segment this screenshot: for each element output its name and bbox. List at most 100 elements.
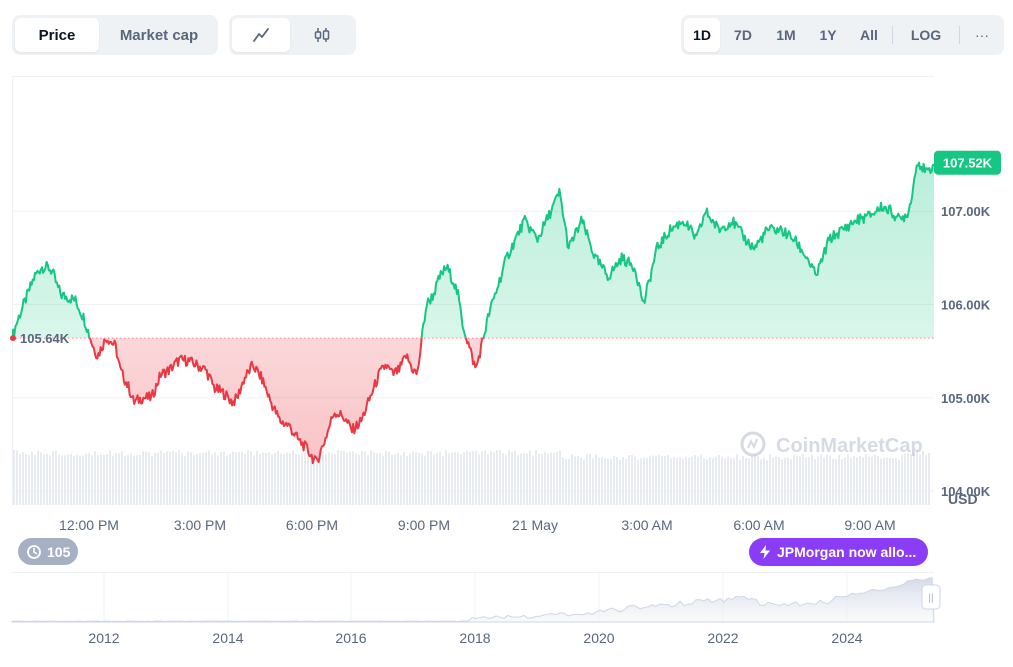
volume-bar bbox=[649, 456, 651, 505]
volume-bar bbox=[295, 454, 297, 505]
volume-bar bbox=[691, 456, 693, 505]
toolbar-divider bbox=[892, 26, 893, 44]
volume-bar bbox=[415, 452, 417, 505]
more-options-button[interactable]: ··· bbox=[975, 27, 989, 43]
volume-bar bbox=[769, 454, 771, 505]
volume-bar bbox=[775, 456, 777, 505]
volume-bar bbox=[853, 456, 855, 505]
range-7d-button[interactable]: 7D bbox=[734, 27, 752, 43]
volume-bar bbox=[499, 450, 501, 505]
volume-bar bbox=[496, 450, 498, 505]
metric-toggle: Price Market cap bbox=[12, 15, 218, 55]
volume-bar bbox=[622, 457, 624, 505]
volume-bar bbox=[811, 454, 813, 505]
volume-bar bbox=[280, 453, 282, 505]
volume-bar bbox=[73, 455, 75, 505]
range-navigator[interactable]: || 2012 2014 2016 2018 2020 2022 2024 bbox=[11, 572, 941, 647]
volume-bar bbox=[919, 454, 921, 505]
volume-bar bbox=[895, 457, 897, 505]
volume-bar bbox=[142, 451, 144, 505]
range-all-button[interactable]: All bbox=[860, 27, 878, 43]
volume-bar bbox=[643, 457, 645, 505]
volume-bar bbox=[124, 455, 126, 505]
volume-bar bbox=[697, 456, 699, 505]
y-tick-label: 104.00K bbox=[941, 484, 991, 499]
volume-bar bbox=[520, 453, 522, 505]
range-1d-button[interactable]: 1D bbox=[684, 18, 720, 52]
volume-bar bbox=[541, 454, 543, 505]
volume-bar bbox=[820, 454, 822, 505]
volume-bar bbox=[166, 451, 168, 505]
volume-bar bbox=[553, 452, 555, 505]
volume-bar bbox=[781, 459, 783, 505]
news-count-badge[interactable]: 105 bbox=[18, 538, 78, 565]
volume-bar bbox=[49, 455, 51, 505]
volume-bar bbox=[373, 452, 375, 505]
volume-bar bbox=[16, 450, 18, 505]
volume-bar bbox=[463, 452, 465, 505]
volume-bar bbox=[13, 450, 15, 505]
volume-bar bbox=[742, 455, 744, 505]
navigator-area bbox=[11, 576, 935, 623]
volume-bar bbox=[661, 455, 663, 505]
candlestick-icon bbox=[314, 28, 330, 42]
volume-bar bbox=[925, 455, 927, 505]
volume-bar bbox=[514, 450, 516, 505]
area-fill-above bbox=[12, 162, 934, 339]
volume-bar bbox=[244, 453, 246, 505]
volume-bar bbox=[772, 457, 774, 505]
area-fill-below bbox=[89, 338, 484, 464]
volume-bar bbox=[430, 451, 432, 505]
volume-bar bbox=[316, 455, 318, 505]
volume-bar bbox=[874, 454, 876, 505]
volume-bar bbox=[703, 458, 705, 505]
range-toolbar: 1D 7D 1M 1Y All LOG ··· bbox=[681, 15, 1004, 55]
volume-bar bbox=[268, 452, 270, 505]
volume-bar bbox=[844, 457, 846, 505]
candlestick-button[interactable] bbox=[293, 18, 351, 52]
range-1m-button[interactable]: 1M bbox=[776, 27, 796, 43]
volume-bar bbox=[871, 456, 873, 505]
volume-bar bbox=[301, 454, 303, 505]
volume-bar bbox=[40, 452, 42, 505]
volume-bar bbox=[592, 458, 594, 505]
volume-bar bbox=[829, 455, 831, 505]
volume-bar bbox=[502, 453, 504, 505]
volume-bar bbox=[46, 454, 48, 505]
volume-bar bbox=[565, 458, 567, 505]
tab-price[interactable]: Price bbox=[15, 18, 99, 52]
volume-bar bbox=[658, 454, 660, 505]
volume-bar bbox=[721, 456, 723, 505]
volume-bar bbox=[283, 454, 285, 505]
volume-bar bbox=[238, 452, 240, 505]
volume-bar bbox=[418, 452, 420, 505]
tab-market-cap[interactable]: Market cap bbox=[119, 26, 199, 44]
navigator-handle[interactable] bbox=[921, 584, 941, 610]
x-tick-label: 12:00 PM bbox=[59, 517, 119, 533]
volume-bar bbox=[838, 454, 840, 505]
volume-bar bbox=[28, 455, 30, 505]
volume-bar bbox=[922, 451, 924, 505]
news-pill[interactable]: JPMorgan now allo... bbox=[749, 538, 928, 566]
volume-bar bbox=[757, 456, 759, 505]
volume-bar bbox=[91, 455, 93, 505]
volume-bar bbox=[130, 453, 132, 505]
volume-bar bbox=[331, 453, 333, 505]
volume-bar bbox=[19, 454, 21, 505]
volume-bar bbox=[199, 453, 201, 505]
volume-bar bbox=[730, 457, 732, 505]
range-1y-button[interactable]: 1Y bbox=[819, 27, 837, 43]
volume-bar bbox=[403, 452, 405, 505]
volume-bar bbox=[94, 451, 96, 505]
volume-bar bbox=[460, 454, 462, 505]
line-chart-button[interactable] bbox=[232, 18, 290, 52]
volume-bar bbox=[490, 451, 492, 505]
volume-bar bbox=[271, 454, 273, 505]
volume-bar bbox=[322, 451, 324, 505]
volume-bar bbox=[604, 458, 606, 505]
log-scale-button[interactable]: LOG bbox=[910, 27, 942, 43]
volume-bar bbox=[253, 455, 255, 505]
volume-bar bbox=[784, 457, 786, 505]
volume-bar bbox=[307, 453, 309, 505]
